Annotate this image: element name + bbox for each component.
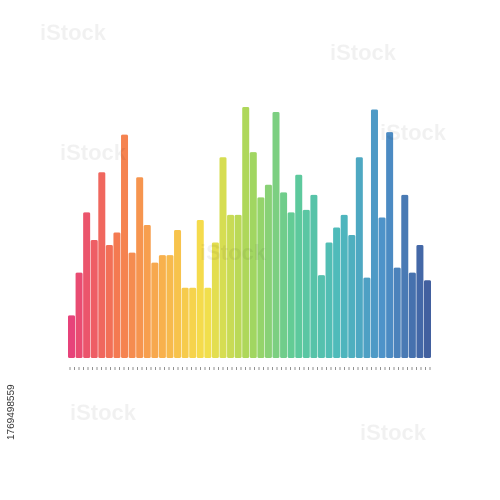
bar xyxy=(340,214,348,358)
bar xyxy=(83,212,91,358)
bars xyxy=(68,107,431,359)
bar xyxy=(219,157,227,358)
bar xyxy=(333,227,341,358)
bar xyxy=(242,107,250,358)
bar xyxy=(408,272,416,358)
bar xyxy=(189,287,197,358)
bar xyxy=(295,174,303,358)
watermark: iStock xyxy=(380,120,447,145)
bar xyxy=(211,242,219,358)
bar xyxy=(98,172,106,358)
bar xyxy=(113,232,121,358)
bar xyxy=(166,255,174,358)
image-id: 1769498559 xyxy=(6,384,17,440)
bar xyxy=(90,240,98,358)
bar xyxy=(272,112,280,359)
watermark: iStock xyxy=(330,40,397,65)
bar xyxy=(181,287,189,358)
bar xyxy=(416,245,424,358)
watermark: iStock xyxy=(70,400,137,425)
bar xyxy=(287,212,295,358)
bar xyxy=(386,132,394,358)
bar xyxy=(128,252,136,358)
ruler xyxy=(69,367,431,370)
bar xyxy=(121,134,129,358)
bar xyxy=(204,287,212,358)
bar xyxy=(151,262,159,358)
bar xyxy=(393,267,401,358)
bar xyxy=(363,277,371,358)
bar xyxy=(105,245,113,358)
bar xyxy=(310,194,318,358)
bar xyxy=(257,197,265,358)
bar xyxy=(196,219,204,358)
bar xyxy=(370,109,378,358)
bar xyxy=(68,315,75,358)
bar xyxy=(355,157,363,358)
bar xyxy=(158,255,166,358)
watermark: iStock xyxy=(60,140,127,165)
bar xyxy=(401,194,409,358)
bar xyxy=(302,209,310,358)
bar xyxy=(75,272,83,358)
bar xyxy=(325,242,333,358)
bar xyxy=(378,217,386,358)
bar xyxy=(249,152,257,358)
watermark: iStock xyxy=(200,240,267,265)
bar xyxy=(227,214,235,358)
bar xyxy=(143,224,151,358)
watermark: iStock xyxy=(360,420,427,445)
bar xyxy=(424,280,431,358)
watermark: iStock xyxy=(40,20,107,45)
bar xyxy=(348,235,356,358)
bar xyxy=(174,229,182,358)
bar xyxy=(317,275,325,358)
bar xyxy=(136,177,144,358)
bar xyxy=(280,192,288,358)
bar xyxy=(264,184,272,358)
bar xyxy=(234,214,242,358)
